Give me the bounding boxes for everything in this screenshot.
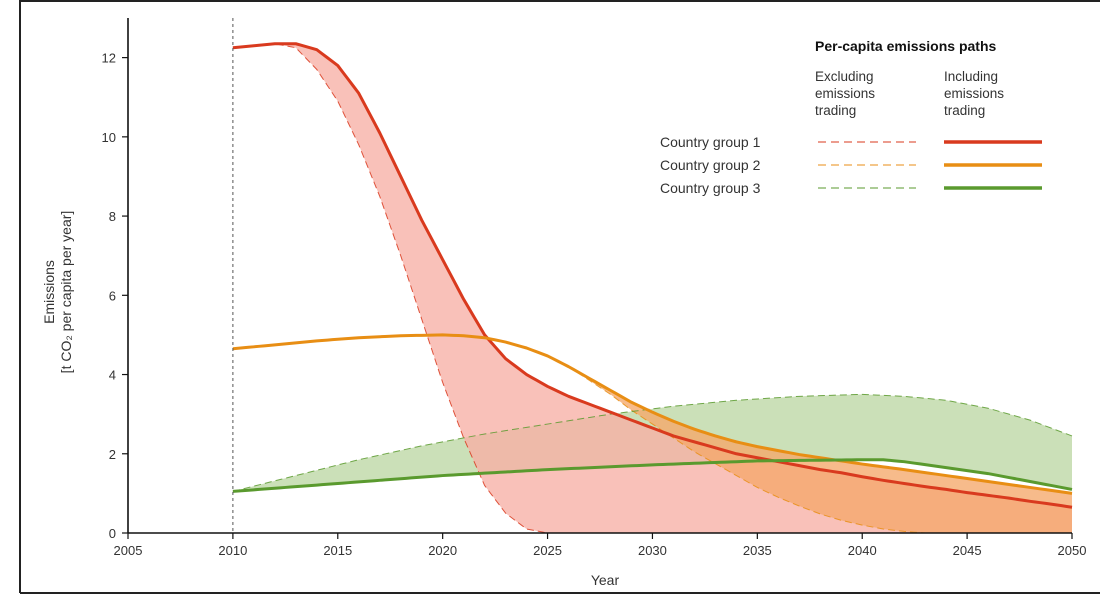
area-fills — [232, 43, 1072, 533]
x-tick-label-2005: 2005 — [114, 543, 143, 558]
x-ticks: 2005 2010 2015 2020 2025 2030 2035 2040 2045 2050 — [114, 533, 1087, 558]
y-tick-label-8: 8 — [109, 209, 116, 224]
x-tick-label-2045: 2045 — [953, 543, 982, 558]
legend-col-excluding-line3: trading — [815, 103, 856, 118]
y-tick-label-10: 10 — [102, 130, 116, 145]
x-tick-label-2020: 2020 — [428, 543, 457, 558]
y-tick-label-12: 12 — [102, 51, 116, 66]
x-tick-label-2015: 2015 — [323, 543, 352, 558]
line-group-3-excluding — [232, 393, 1073, 492]
x-axis-title: Year — [591, 572, 620, 588]
legend-item-group-2: Country group 2 — [660, 157, 761, 173]
legend-item-group-1: Country group 1 — [660, 134, 761, 150]
x-tick-label-2035: 2035 — [743, 543, 772, 558]
line-group-3-including — [232, 458, 1073, 493]
legend-col-excluding-line2: emissions — [815, 86, 875, 101]
legend-col-including-line3: trading — [944, 103, 985, 118]
y-tick-label-4: 4 — [109, 368, 116, 383]
legend: Per-capita emissions paths Excluding emi… — [660, 38, 1042, 196]
x-tick-label-2040: 2040 — [848, 543, 877, 558]
y-ticks: 0 2 4 6 8 10 12 — [102, 51, 128, 541]
y-tick-label-0: 0 — [109, 526, 116, 541]
line-group-2-including — [232, 333, 1073, 495]
x-tick-label-2030: 2030 — [638, 543, 667, 558]
y-tick-label-2: 2 — [109, 447, 116, 462]
legend-title: Per-capita emissions paths — [815, 38, 997, 54]
x-tick-label-2010: 2010 — [218, 543, 247, 558]
legend-item-group-3: Country group 3 — [660, 180, 761, 196]
y-axis-title-line2: [t CO₂ per capita per year] — [58, 211, 74, 374]
area-fill-group-1 — [232, 43, 1072, 533]
y-axis-title-line1: Emissions — [41, 260, 57, 324]
x-tick-label-2050: 2050 — [1058, 543, 1087, 558]
legend-col-excluding-line1: Excluding — [815, 69, 874, 84]
y-tick-label-6: 6 — [109, 288, 116, 303]
legend-col-including-line2: emissions — [944, 86, 1004, 101]
line-group-1-including — [232, 42, 1073, 509]
area-fill-group-2 — [232, 334, 1072, 533]
x-tick-label-2025: 2025 — [533, 543, 562, 558]
legend-col-including-line1: Including — [944, 69, 998, 84]
